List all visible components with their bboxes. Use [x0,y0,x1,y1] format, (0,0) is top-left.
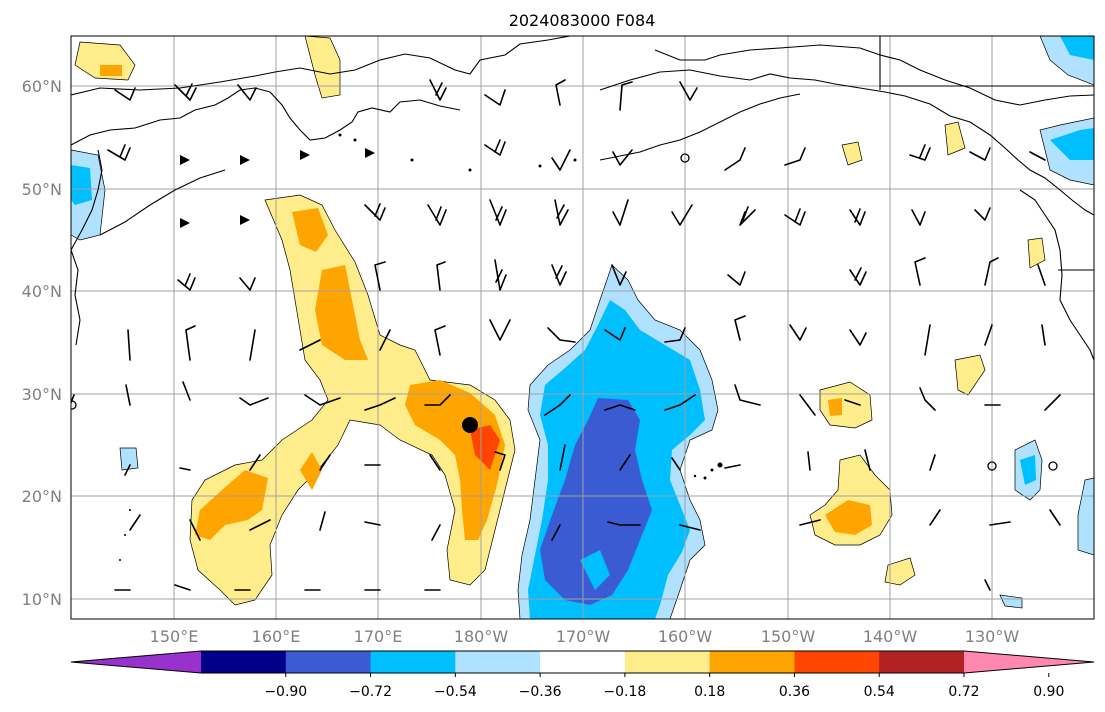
lon-label: 170°W [556,627,611,646]
colorbar-tick-label: 0.72 [948,684,979,700]
negative-anomaly-west-edge-core [71,165,92,205]
lon-label: 160°W [658,627,713,646]
colorbar-segment [455,651,541,673]
colorbar-extend-min [71,651,201,673]
colorbar-segment [709,651,795,673]
calm-markers [71,153,1058,471]
positive-anomaly-north-core [100,65,122,76]
colorbar-tick-label: −0.36 [519,684,562,700]
colorbar-tick-label: −0.18 [603,684,646,700]
positive-anomaly-north [74,36,1046,269]
lat-label: 20°N [22,487,62,506]
negative-anomaly-east-core [1020,36,1094,485]
negative-anomaly-east [119,36,1094,609]
storm-center-marker [462,417,478,433]
lon-label: 160°E [252,627,301,646]
colorbar-tick-label: 0.54 [864,684,895,700]
colorbar-segment [370,651,456,673]
colorbar: −0.90 −0.72 −0.54 −0.36 −0.18 0.18 0.36 0.54 0.7… [70,650,1095,700]
colorbar-segment [201,651,287,673]
positive-anomaly-core-red [470,425,500,470]
wind-barb-flags [180,148,375,228]
lat-label: 30°N [22,385,62,404]
colorbar-tick-label: −0.54 [434,684,477,700]
colorbar-tick-label: −0.90 [264,684,307,700]
lon-label: 170°E [354,627,403,646]
lat-label: 50°N [22,180,62,199]
lat-label: 10°N [22,590,62,609]
gridlines [71,36,1094,619]
latitude-labels: 10°N 20°N 30°N 40°N 50°N 60°N [22,77,62,609]
colorbar-tick-label: 0.36 [779,684,810,700]
colorbar-tick-label: 0.18 [694,684,725,700]
positive-anomaly-west [189,194,516,606]
positive-anomaly-west-core [195,208,505,540]
coastlines [71,36,1094,361]
colorbar-segment [879,651,965,673]
colorbar-segment [285,651,372,673]
negative-anomaly-core [540,398,652,605]
positive-anomaly-east-core [825,398,872,535]
colorbar-tick-label: −0.72 [349,684,392,700]
lon-label: 140°W [863,627,918,646]
wind-barbs [71,79,1061,591]
negative-anomaly-bottom [580,550,610,590]
map-title: 2024083000 F084 [509,11,656,30]
colorbar-outline [70,650,1095,674]
lat-label: 60°N [22,77,62,96]
map-area [71,36,1094,619]
lon-label: 150°W [761,627,816,646]
colorbar-tick-label: 0.90 [1033,684,1064,700]
colorbar-segment [794,651,880,673]
map-frame [70,35,1095,620]
lon-label: 130°W [965,627,1020,646]
lon-label: 150°E [150,627,199,646]
colorbar-segment [624,651,711,673]
colorbar-extend-max [964,651,1094,673]
longitude-labels: 150°E 160°E 170°E 180°W 170°W 160°W 150°… [150,627,1020,646]
lon-label: 180°W [454,627,509,646]
lat-label: 40°N [22,282,62,301]
colorbar-segment [540,651,626,673]
islands [119,133,723,561]
